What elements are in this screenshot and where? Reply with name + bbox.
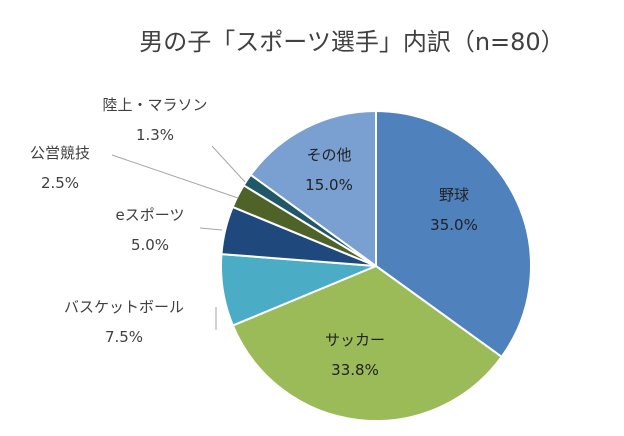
slice-6-wedge	[249, 109, 377, 268]
slice-0-name-label: 野球	[439, 186, 469, 204]
slice-4-name-label: 公営競技	[30, 144, 90, 162]
slice-4-percent-label: 2.5%	[41, 174, 79, 192]
slice-3-name-label: eスポーツ	[116, 206, 185, 224]
slice-4-leader-line	[111, 154, 239, 199]
slice-1-wedge	[231, 264, 503, 422]
slice-2-percent-label: 7.5%	[105, 328, 143, 346]
slice-6-percent-label: 15.0%	[305, 176, 353, 194]
slice-1-percent-label: 33.8%	[331, 361, 379, 379]
slice-5-leader-line	[211, 145, 246, 183]
slice-0-wedge	[375, 109, 532, 359]
slice-3-percent-label: 5.0%	[131, 236, 169, 254]
slice-5-percent-label: 1.3%	[136, 126, 174, 144]
chart-title: 男の子「スポーツ選手」内訳（n=80）	[139, 28, 565, 56]
slice-0-percent-label: 35.0%	[430, 216, 478, 234]
slice-6-name-label: その他	[306, 146, 351, 164]
slice-1-name-label: サッカー	[325, 331, 385, 349]
slice-2-name-label: バスケットボール	[64, 298, 184, 316]
slice-3-leader-line	[199, 227, 223, 231]
slice-5-name-label: 陸上・マラソン	[102, 96, 207, 114]
